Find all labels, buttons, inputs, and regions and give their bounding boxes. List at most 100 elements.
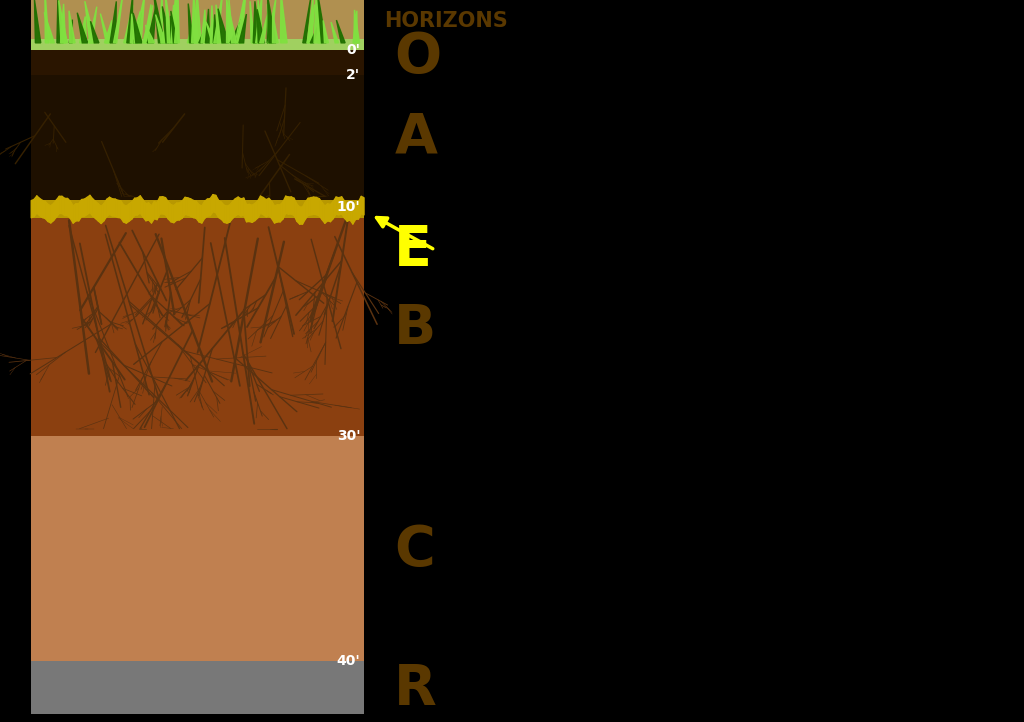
Polygon shape bbox=[310, 22, 319, 43]
Polygon shape bbox=[45, 0, 49, 43]
Polygon shape bbox=[257, 9, 264, 43]
Polygon shape bbox=[252, 21, 257, 43]
Polygon shape bbox=[210, 6, 214, 43]
Polygon shape bbox=[124, 5, 133, 43]
Polygon shape bbox=[171, 0, 177, 43]
Text: A: A bbox=[394, 110, 437, 164]
Polygon shape bbox=[133, 13, 142, 43]
Bar bbox=[31, 0, 364, 50]
Text: E: E bbox=[394, 223, 432, 277]
Polygon shape bbox=[256, 0, 262, 43]
Bar bbox=[31, 200, 364, 218]
Text: 30': 30' bbox=[337, 429, 360, 443]
Polygon shape bbox=[142, 5, 153, 43]
Polygon shape bbox=[307, 4, 314, 43]
Bar bbox=[31, 218, 364, 436]
Polygon shape bbox=[237, 19, 241, 43]
Text: R: R bbox=[394, 663, 437, 716]
Polygon shape bbox=[239, 14, 247, 43]
Polygon shape bbox=[206, 9, 210, 43]
Polygon shape bbox=[228, 0, 233, 43]
Polygon shape bbox=[110, 1, 117, 43]
Bar bbox=[31, 39, 364, 50]
Text: 10': 10' bbox=[337, 200, 360, 214]
Polygon shape bbox=[57, 0, 63, 43]
Polygon shape bbox=[77, 13, 88, 43]
Text: HORIZONS: HORIZONS bbox=[384, 11, 508, 31]
Polygon shape bbox=[171, 16, 175, 43]
Text: 2': 2' bbox=[346, 68, 360, 82]
Polygon shape bbox=[213, 14, 217, 43]
Polygon shape bbox=[145, 25, 155, 43]
Polygon shape bbox=[169, 0, 178, 43]
Polygon shape bbox=[354, 10, 359, 43]
Polygon shape bbox=[154, 0, 165, 43]
Polygon shape bbox=[214, 0, 223, 43]
Polygon shape bbox=[85, 1, 96, 43]
Polygon shape bbox=[267, 5, 273, 43]
Polygon shape bbox=[163, 6, 172, 43]
Polygon shape bbox=[226, 0, 237, 43]
Text: B: B bbox=[394, 302, 436, 356]
Polygon shape bbox=[268, 22, 273, 43]
Polygon shape bbox=[331, 22, 339, 43]
Text: C: C bbox=[394, 523, 435, 577]
Polygon shape bbox=[35, 0, 41, 43]
Polygon shape bbox=[257, 0, 263, 43]
Polygon shape bbox=[44, 12, 54, 43]
Polygon shape bbox=[134, 12, 141, 43]
Polygon shape bbox=[147, 6, 156, 43]
Polygon shape bbox=[237, 14, 244, 43]
Polygon shape bbox=[60, 4, 66, 43]
Polygon shape bbox=[58, 0, 68, 43]
Polygon shape bbox=[88, 6, 97, 43]
Polygon shape bbox=[237, 0, 246, 43]
Polygon shape bbox=[195, 0, 201, 43]
Text: 0': 0' bbox=[346, 43, 360, 57]
Polygon shape bbox=[159, 0, 162, 43]
Bar bbox=[31, 436, 364, 661]
Polygon shape bbox=[134, 0, 144, 43]
Polygon shape bbox=[188, 4, 194, 43]
Bar bbox=[31, 75, 364, 200]
Bar bbox=[31, 661, 364, 715]
Polygon shape bbox=[165, 0, 172, 43]
Text: O: O bbox=[394, 30, 441, 84]
Polygon shape bbox=[201, 9, 206, 43]
Polygon shape bbox=[130, 14, 135, 43]
Polygon shape bbox=[236, 0, 245, 43]
Polygon shape bbox=[161, 17, 167, 43]
Polygon shape bbox=[272, 13, 279, 43]
Polygon shape bbox=[353, 11, 357, 43]
Polygon shape bbox=[127, 0, 133, 43]
Polygon shape bbox=[156, 14, 166, 43]
Polygon shape bbox=[267, 0, 275, 43]
Polygon shape bbox=[80, 17, 86, 43]
Polygon shape bbox=[218, 9, 228, 43]
Polygon shape bbox=[187, 19, 195, 43]
Polygon shape bbox=[174, 0, 179, 43]
Polygon shape bbox=[114, 0, 123, 43]
Polygon shape bbox=[226, 0, 229, 43]
Polygon shape bbox=[324, 20, 329, 43]
Polygon shape bbox=[206, 22, 216, 43]
Polygon shape bbox=[100, 14, 110, 43]
Polygon shape bbox=[171, 11, 177, 43]
Polygon shape bbox=[253, 1, 260, 43]
Text: 40': 40' bbox=[337, 654, 360, 668]
Polygon shape bbox=[104, 20, 112, 43]
Polygon shape bbox=[307, 0, 313, 43]
Polygon shape bbox=[230, 23, 240, 43]
Polygon shape bbox=[143, 4, 151, 43]
Polygon shape bbox=[337, 20, 345, 43]
Polygon shape bbox=[191, 0, 199, 43]
Polygon shape bbox=[70, 19, 73, 43]
Polygon shape bbox=[171, 5, 175, 43]
Polygon shape bbox=[131, 12, 140, 43]
Polygon shape bbox=[260, 9, 269, 43]
Polygon shape bbox=[199, 22, 208, 43]
Polygon shape bbox=[314, 0, 322, 43]
Polygon shape bbox=[69, 11, 75, 43]
Polygon shape bbox=[317, 0, 326, 43]
Polygon shape bbox=[250, 1, 255, 43]
